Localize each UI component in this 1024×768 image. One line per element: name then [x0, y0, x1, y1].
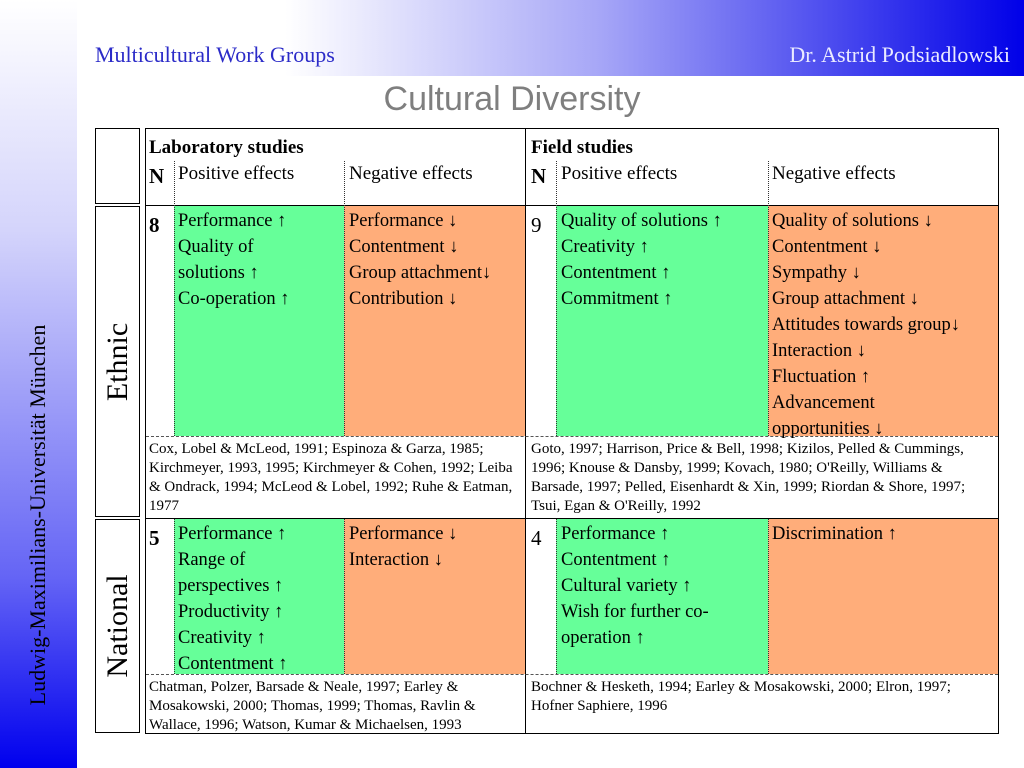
effect-item: Contentment ↓ [349, 237, 459, 257]
row-label-national-box: National [95, 519, 140, 733]
field-negative-header: Negative effects [772, 163, 896, 184]
effect-item: Quality of solutions ↓ [772, 211, 933, 231]
ethnic-field-references: Goto, 1997; Harrison, Price & Bell, 1998… [531, 441, 966, 514]
national-lab-positive-list: Performance ↑ Range of perspectives ↑ Pr… [178, 521, 287, 677]
ethnic-lab-references: Cox, Lobel & McLeod, 1991; Espinoza & Ga… [149, 441, 513, 514]
effect-item: Performance ↑ [561, 524, 670, 544]
national-lab-positive-cell [174, 519, 344, 674]
effect-item: Performance ↓ [349, 211, 458, 231]
lab-field-divider [525, 129, 526, 733]
lab-negative-header: Negative effects [349, 163, 473, 184]
field-studies-header: Field studies [531, 137, 633, 158]
author-name: Dr. Astrid Podsiadlowski [789, 42, 1010, 67]
diversity-table: Laboratory studies Field studies N Posit… [145, 128, 999, 734]
effect-item: Performance ↓ [349, 524, 458, 544]
effect-item: Interaction ↓ [349, 550, 443, 570]
effect-item: Contentment ↑ [561, 550, 671, 570]
effect-item: Group attachment↓ [349, 263, 492, 283]
header-band: Multicultural Work Groups Dr. Astrid Pod… [77, 0, 1024, 76]
effect-item: Quality of solutions ↑ [561, 211, 722, 231]
effect-item: Attitudes towards group↓ [772, 315, 961, 335]
effect-item: Creativity ↑ [178, 628, 266, 648]
ethnic-lab-negative-list: Performance ↓ Contentment ↓ Group attach… [349, 208, 491, 312]
field-n-divider-national [556, 519, 557, 674]
course-title: Multicultural Work Groups [95, 42, 335, 67]
effect-item: Contentment ↑ [178, 654, 288, 674]
corner-label-box [95, 128, 140, 204]
page-title: Cultural Diversity [383, 80, 641, 118]
ethnic-lab-positive-list: Performance ↑ Quality of solutions ↑ Co-… [178, 208, 290, 312]
effect-item: Contentment ↑ [561, 263, 671, 283]
national-field-positive-list: Performance ↑ Contentment ↑ Cultural var… [561, 521, 709, 651]
ethnic-field-positive-list: Quality of solutions ↑ Creativity ↑ Cont… [561, 208, 722, 312]
lab-effects-divider [344, 161, 345, 436]
ethnic-lab-n: 8 [149, 213, 160, 237]
sidebar-band: Ludwig-Maximilians-Universität München [0, 0, 77, 768]
effect-item: Interaction ↓ [772, 341, 866, 361]
row-label-national: National [100, 574, 134, 678]
effect-item: Wish for further co- [561, 602, 709, 622]
university-name: Ludwig-Maximilians-Universität München [25, 324, 50, 706]
lab-n-divider-national [174, 519, 175, 674]
effect-item: Contribution ↓ [349, 289, 458, 309]
national-field-negative-cell [768, 519, 998, 674]
lab-studies-header: Laboratory studies [149, 137, 304, 158]
effect-item: operation ↑ [561, 628, 645, 648]
effect-item: opportunities ↓ [772, 419, 884, 439]
national-lab-references: Chatman, Polzer, Barsade & Neale, 1997; … [149, 679, 476, 733]
ethnic-refs-divider [146, 436, 998, 437]
effect-item: Productivity ↑ [178, 602, 284, 622]
header-divider [146, 205, 998, 206]
field-n-header: N [531, 164, 547, 188]
effect-item: Contentment ↓ [772, 237, 882, 257]
national-field-n: 4 [531, 526, 542, 550]
effect-item: Quality of [178, 237, 254, 257]
national-lab-negative-list: Performance ↓ Interaction ↓ [349, 521, 457, 573]
ethnic-field-positive-cell [556, 206, 768, 436]
field-positive-header: Positive effects [561, 163, 678, 184]
effect-item: Discrimination ↑ [772, 524, 897, 544]
effect-item: Range of [178, 550, 246, 570]
effect-item: Performance ↑ [178, 524, 287, 544]
field-effects-divider [768, 161, 769, 436]
effect-item: Cultural variety ↑ [561, 576, 692, 596]
national-field-negative-list: Discrimination ↑ [772, 521, 897, 547]
ethnic-field-negative-cell [768, 206, 998, 436]
national-lab-n: 5 [149, 526, 160, 550]
effect-item: Co-operation ↑ [178, 289, 290, 309]
effect-item: Sympathy ↓ [772, 263, 861, 283]
ethnic-field-n: 9 [531, 213, 542, 237]
effect-item: Commitment ↑ [561, 289, 673, 309]
lab-n-header: N [149, 164, 165, 188]
lab-n-divider [174, 161, 175, 436]
ethnic-national-divider [146, 518, 998, 519]
ethnic-lab-positive-cell [174, 206, 344, 436]
effect-item: solutions ↑ [178, 263, 259, 283]
field-n-divider [556, 161, 557, 436]
effect-item: Advancement [772, 393, 875, 413]
ethnic-field-negative-list: Quality of solutions ↓ Contentment ↓ Sym… [772, 208, 960, 442]
effect-item: perspectives ↑ [178, 576, 284, 596]
national-lab-negative-cell [344, 519, 525, 674]
ethnic-lab-negative-cell [344, 206, 525, 436]
effect-item: Creativity ↑ [561, 237, 649, 257]
row-label-ethnic-box: Ethnic [95, 206, 140, 517]
national-refs-divider [146, 674, 998, 675]
effect-item: Group attachment ↓ [772, 289, 919, 309]
national-field-positive-cell [556, 519, 768, 674]
effect-item: Fluctuation ↑ [772, 367, 871, 387]
national-field-references: Bochner & Hesketh, 1994; Earley & Mosako… [531, 679, 951, 714]
lab-effects-divider-national [344, 519, 345, 674]
row-label-ethnic: Ethnic [100, 322, 134, 401]
effect-item: Performance ↑ [178, 211, 287, 231]
field-effects-divider-national [768, 519, 769, 674]
lab-positive-header: Positive effects [178, 163, 295, 184]
